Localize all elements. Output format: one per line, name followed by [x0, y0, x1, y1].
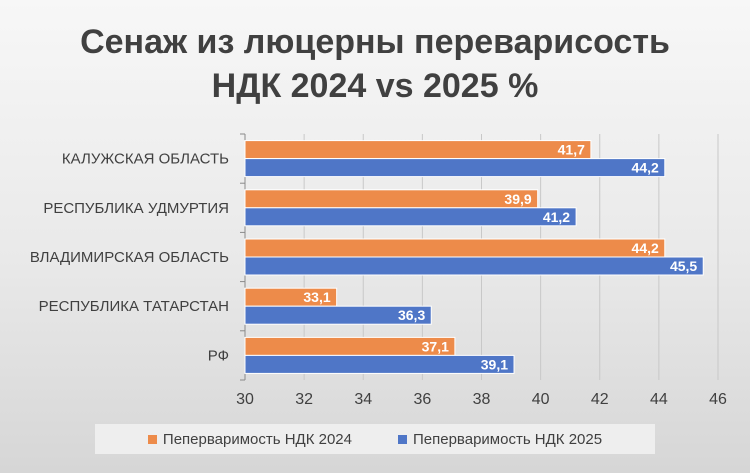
bar [244, 158, 666, 178]
data-label: 41,2 [543, 209, 570, 225]
legend-label-2024: Пеперваримость НДК 2024 [162, 430, 352, 448]
x-tick-label: 46 [709, 391, 727, 408]
data-label: 44,2 [632, 160, 659, 176]
x-tick-label: 38 [473, 391, 491, 408]
category-label: ВЛАДИМИРСКАЯ ОБЛАСТЬ [30, 249, 229, 266]
bar [244, 354, 515, 374]
legend-swatch-2025 [398, 434, 407, 444]
bar [244, 189, 539, 209]
data-label: 39,1 [481, 356, 508, 372]
data-label: 37,1 [422, 338, 449, 354]
bar [244, 238, 666, 258]
category-label: РЕСПУБЛИКА ТАТАРСТАН [39, 298, 229, 315]
legend-label-2025: Пеперваримость НДК 2025 [413, 430, 603, 448]
x-tick-label: 44 [650, 391, 668, 408]
data-label: 41,7 [558, 142, 585, 158]
category-label: РЕСПУБЛИКА УДМУРТИЯ [43, 200, 229, 217]
chart-title-line-2: НДК 2024 vs 2025 % [211, 67, 539, 105]
data-label: 39,9 [504, 191, 531, 207]
data-label: 33,1 [303, 289, 330, 305]
data-label: 44,2 [632, 240, 659, 256]
x-tick-label: 34 [354, 391, 372, 408]
x-tick-label: 42 [591, 391, 609, 408]
chart-title-line-1: Сенаж из люцерны переварисость [80, 23, 670, 61]
x-tick-label: 36 [413, 391, 431, 408]
legend-swatch-2024 [147, 434, 157, 444]
data-label: 45,5 [670, 258, 697, 274]
data-label: 36,3 [398, 307, 425, 323]
chart-title: Сенаж из люцерны переварисость НДК 2024 … [0, 20, 750, 108]
bar [244, 305, 432, 325]
x-tick-label: 32 [295, 391, 313, 408]
bar [244, 140, 592, 160]
category-label: КАЛУЖСКАЯ ОБЛАСТЬ [62, 151, 229, 168]
legend: Пеперваримость НДК 2024 Пеперваримость Н… [95, 424, 655, 454]
x-tick-label: 30 [236, 391, 254, 408]
bar [244, 207, 577, 227]
category-label: РФ [208, 347, 229, 364]
x-tick-label: 40 [532, 391, 550, 408]
legend-item-2025: Пеперваримость НДК 2025 [398, 431, 602, 448]
legend-item-2024: Пеперваримость НДК 2024 [147, 430, 352, 448]
bar [244, 256, 704, 276]
